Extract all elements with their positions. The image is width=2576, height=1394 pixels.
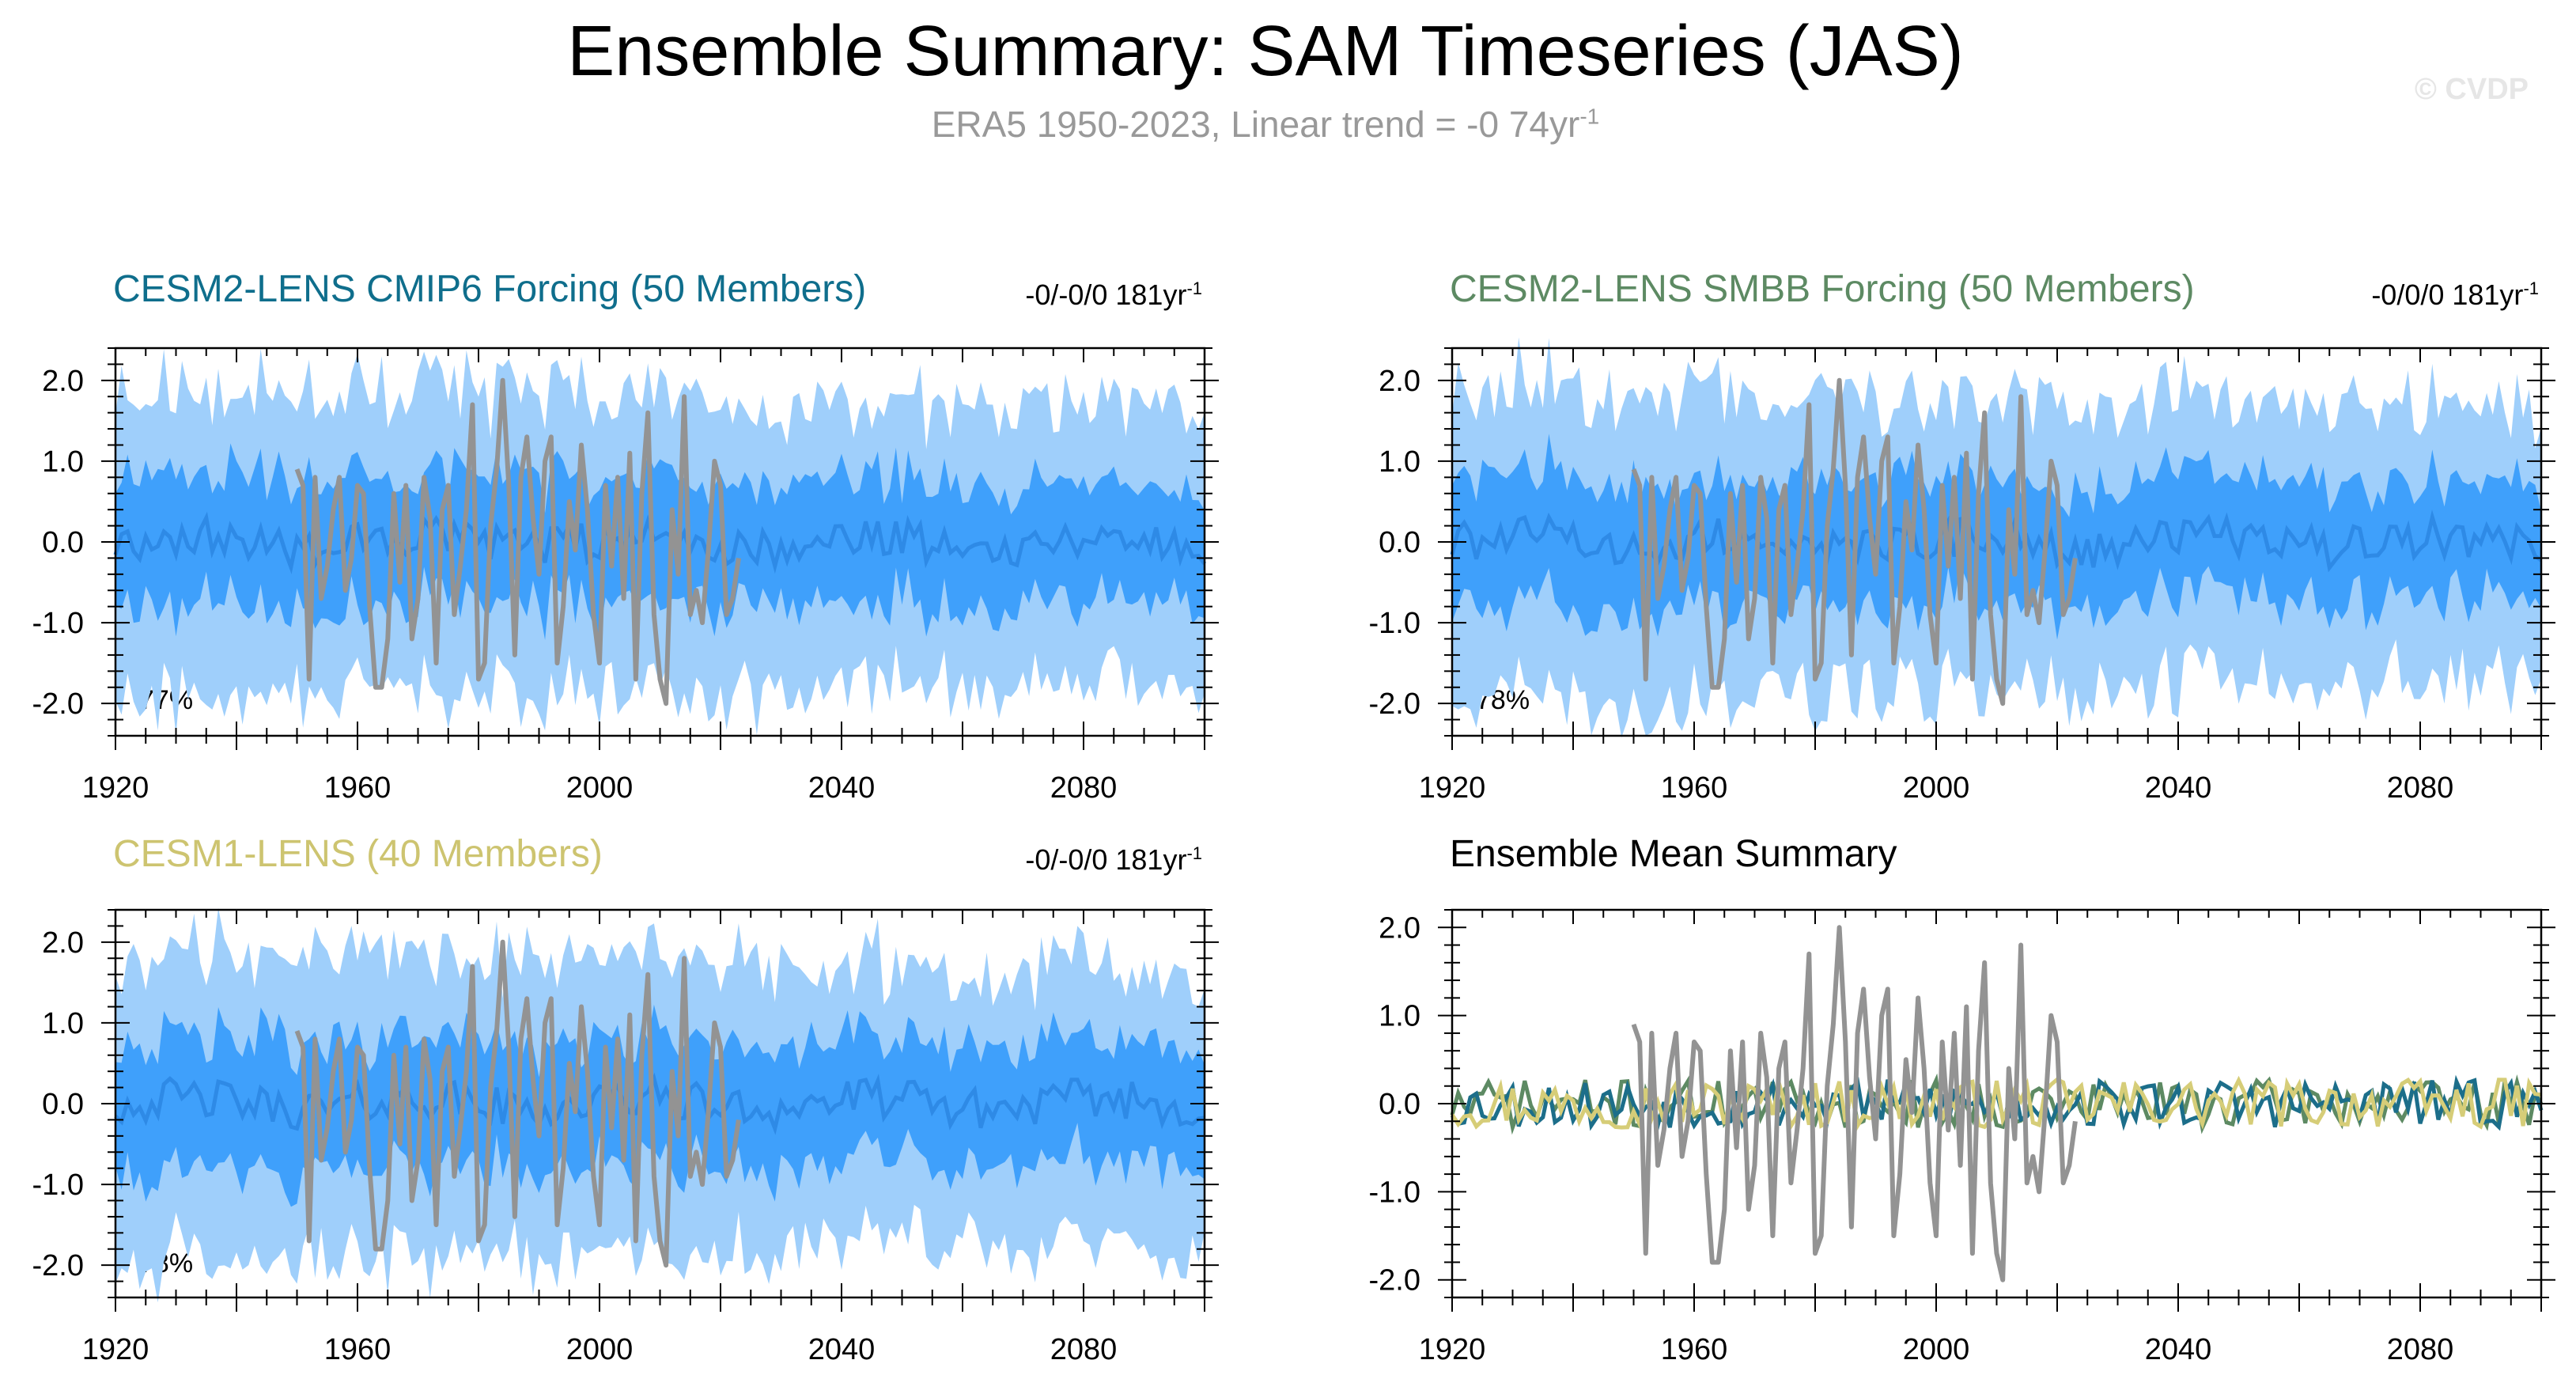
- panel-trend-cesm1: -0/-0/0 181yr-1: [933, 843, 1202, 877]
- x-tick-label: 1920: [82, 1333, 149, 1366]
- summary-line-cesm1: [1450, 1075, 2542, 1131]
- trend-text: -0/-0/0 181yr: [1025, 278, 1187, 311]
- panel-title-summary: Ensemble Mean Summary: [1450, 833, 1897, 875]
- x-tick-label: 2000: [1903, 1333, 1970, 1366]
- y-tick-label: -1.0: [1369, 1176, 1420, 1209]
- y-tick-label: 0.0: [1379, 526, 1420, 559]
- trend-text: -0/0/0 181yr: [2371, 278, 2524, 311]
- observed-series-line: [1631, 925, 2078, 1282]
- x-tick-label: 2040: [2145, 1333, 2212, 1366]
- observed-series-line: [294, 939, 741, 1268]
- y-tick-label: 2.0: [1379, 365, 1420, 398]
- trend-text: -0/-0/0 181yr: [1025, 843, 1187, 876]
- subtitle-text: ERA5 1950-2023, Linear trend = -0 74yr: [931, 104, 1580, 145]
- y-tick-label: 0.0: [42, 526, 84, 559]
- y-tick-label: -2.0: [32, 688, 84, 721]
- x-tick-label: 2000: [566, 771, 634, 805]
- y-tick-label: 0.0: [42, 1088, 84, 1121]
- y-tick-label: 2.0: [42, 365, 84, 398]
- panel-trend-cmip6: -0/-0/0 181yr-1: [933, 278, 1202, 312]
- y-tick-label: 1.0: [42, 445, 84, 479]
- y-tick-label: 0.0: [1379, 1088, 1420, 1121]
- subtitle-exponent: -1: [1579, 104, 1600, 129]
- y-tick-label: -2.0: [1369, 688, 1420, 721]
- x-tick-label: 2040: [808, 771, 876, 805]
- x-tick-label: 1960: [1661, 1333, 1728, 1366]
- trend-exponent: -1: [1186, 278, 1202, 298]
- x-tick-label: 2040: [808, 1333, 876, 1366]
- y-tick-label: 1.0: [1379, 445, 1420, 479]
- trend-exponent: -1: [2523, 278, 2539, 298]
- y-tick-label: -2.0: [32, 1249, 84, 1282]
- x-tick-label: 1960: [1661, 771, 1728, 805]
- y-tick-label: -1.0: [32, 1169, 84, 1202]
- x-tick-label: 2080: [1050, 1333, 1118, 1366]
- ensemble-mean-line: [1450, 509, 2543, 573]
- y-tick-label: 1.0: [1379, 1000, 1420, 1033]
- x-tick-label: 2000: [1903, 771, 1970, 805]
- chart-title: Ensemble Summary: SAM Timeseries (JAS): [567, 12, 1964, 91]
- panel-title-smbb: CESM2-LENS SMBB Forcing (50 Members): [1450, 268, 2195, 310]
- y-tick-label: 2.0: [42, 926, 84, 960]
- x-tick-label: 1920: [1419, 1333, 1486, 1366]
- observed-series-line: [1631, 377, 2078, 706]
- cvdp-credit: © CVDP: [2414, 73, 2529, 106]
- x-tick-label: 2080: [1050, 771, 1118, 805]
- x-tick-label: 1960: [324, 1333, 392, 1366]
- panel-title-cesm1: CESM1-LENS (40 Members): [113, 833, 603, 875]
- x-tick-label: 2040: [2145, 771, 2212, 805]
- panel-title-cmip6: CESM2-LENS CMIP6 Forcing (50 Members): [113, 268, 867, 310]
- ensemble-mean-line: [114, 1072, 1205, 1135]
- y-tick-label: 2.0: [1379, 911, 1420, 945]
- trend-exponent: -1: [1186, 843, 1202, 863]
- chart-subtitle: ERA5 1950-2023, Linear trend = -0 74yr-1: [0, 103, 2531, 146]
- x-tick-label: 2080: [2387, 771, 2454, 805]
- y-tick-label: -2.0: [1369, 1264, 1420, 1297]
- y-tick-label: -1.0: [32, 607, 84, 640]
- y-tick-label: -1.0: [1369, 607, 1420, 640]
- x-tick-label: 1960: [324, 771, 392, 805]
- x-tick-label: 1920: [82, 771, 149, 805]
- x-tick-label: 2000: [566, 1333, 634, 1366]
- observed-series-line: [294, 377, 741, 706]
- x-tick-label: 2080: [2387, 1333, 2454, 1366]
- panel-trend-smbb: -0/0/0 181yr-1: [2270, 278, 2539, 312]
- x-tick-label: 1920: [1419, 771, 1486, 805]
- ensemble-mean-line: [113, 511, 1206, 574]
- y-tick-label: 1.0: [42, 1007, 84, 1040]
